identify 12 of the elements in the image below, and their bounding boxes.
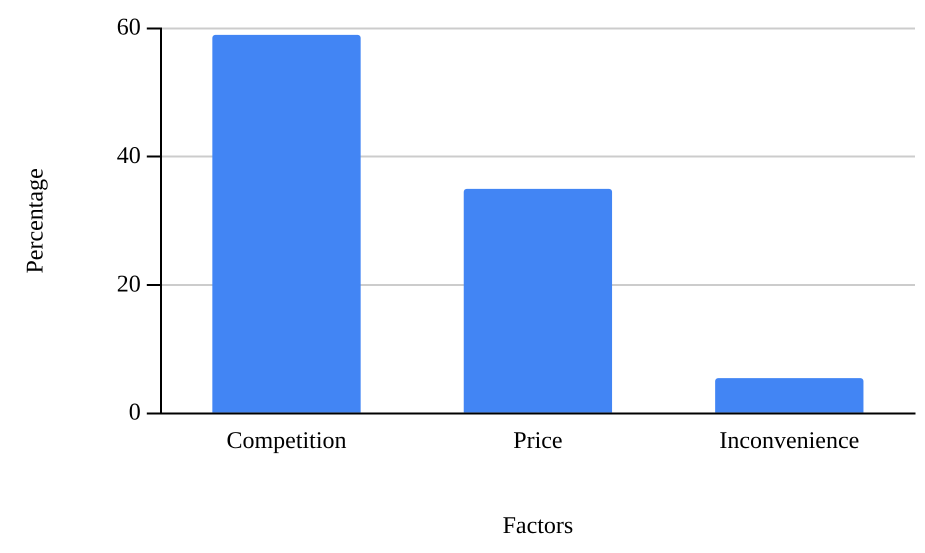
x-axis-title: Factors	[502, 512, 574, 539]
x-tick-label: Price	[513, 428, 563, 454]
y-tick-label: 40	[116, 143, 141, 170]
x-tick-label: Inconvenience	[719, 428, 860, 454]
bar	[212, 34, 361, 412]
y-tick-label: 0	[128, 400, 141, 426]
y-axis-title: Percentage	[22, 168, 49, 274]
y-tick-label: 20	[116, 271, 141, 298]
bar	[715, 378, 864, 412]
y-tick-label: 60	[116, 14, 141, 41]
x-tick-label: Competition	[226, 428, 346, 454]
bar	[464, 188, 612, 412]
